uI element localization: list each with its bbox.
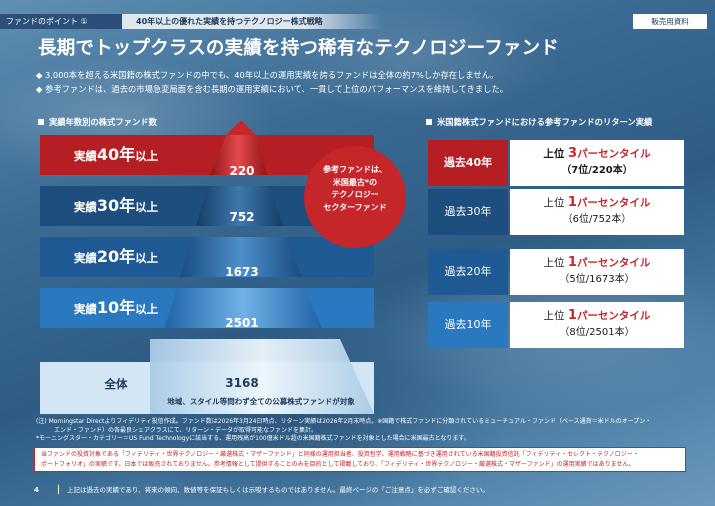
pyramid-tier-40y [210,135,267,175]
page-footer: 4 上記は過去の実績であり、将来の傾向、数値等を保証もしくは示唆するものではありま… [34,484,684,494]
pyramid-tier-20y [180,237,302,277]
footer-note: 上記は過去の実績であり、将来の傾向、数値等を保証もしくは示唆するものではありませ… [67,486,489,494]
percentile-cell: 上位 1パーセンタイル （5位/1673本） [510,249,684,295]
count-30y: 752 [229,210,255,224]
total-subtext: 地域、スタイル等問わず全ての公募株式ファンドが対象 [167,397,355,406]
footer-divider [58,485,59,494]
period-label: 過去10年 [428,302,508,348]
percentile-cell: 上位 1パーセンタイル （8位/2501本） [510,302,684,348]
bullet-item: ◆ 3,000本を超える米国籍の株式ファンドの中でも、40年以上の運用実績を誇る… [36,70,499,80]
return-row-20y: 過去20年 上位 1パーセンタイル （5位/1673本） [428,249,684,295]
return-heading: 米国籍株式ファンドにおける参考ファンドのリターン実績 [426,116,652,128]
return-row-10y: 過去10年 上位 1パーセンタイル （8位/2501本） [428,302,684,348]
count-20y: 1673 [225,265,259,279]
pyramid-tier-total [150,339,374,414]
period-label: 過去40年 [428,140,508,186]
square-bullet-icon [426,119,432,125]
pyramid-label: 実績20年以上 [73,247,159,266]
count-10y: 2501 [225,316,259,330]
page-title: 長期でトップクラスの実績を持つ稀有なテクノロジーファンド [38,38,560,59]
pyramid-label: 実績30年以上 [73,196,159,215]
page-number: 4 [34,486,39,494]
pyramid-tier-30y [196,186,283,226]
fund-count-pyramid [150,120,374,414]
fund-count-heading: 実績年数別の株式ファンド数 [38,116,157,128]
bullet-list: ◆ 3,000本を超える米国籍の株式ファンドの中でも、40年以上の運用実績を誇る… [36,68,686,96]
count-total: 3168 [225,376,259,390]
section-tag: ファンドのポイント ① [0,14,122,29]
pyramid-label: 実績40年以上 [73,145,159,164]
period-label: 過去20年 [428,249,508,295]
reference-fund-callout: 参考ファンドは、 米国最古*の テクノロジー セクターファンド [304,146,406,248]
percentile-cell: 上位 1パーセンタイル （6位/752本） [510,189,684,235]
return-row-40y: 過去40年 上位 3パーセンタイル （7位/220本） [428,140,684,186]
sales-material-badge: 販売用資料 [633,14,707,29]
percentile-cell: 上位 3パーセンタイル （7位/220本） [510,140,684,186]
square-bullet-icon [38,119,44,125]
pyramid-label: 実績10年以上 [73,298,159,317]
disclaimer-box: 当ファンドの投資対象である「フィデリティ・世界テクノロジー・厳選株式・マザーファ… [34,447,686,472]
period-label: 過去30年 [428,189,508,235]
pyramid-label: 全体 [104,377,128,391]
return-row-30y: 過去30年 上位 1パーセンタイル （6位/752本） [428,189,684,235]
bullet-item: ◆ 参考ファンドは、過去の市場急変局面を含む長期の運用実績において、一貫して上位… [36,84,509,94]
pyramid-tier-40y [226,120,256,135]
footnotes: (注) Morningstar Directよりフィデリティ投信作成。ファンド数… [36,418,652,442]
header-bar: ファンドのポイント ① 40年以上の優れた実績を持つテクノロジー株式戦略 販売用… [0,0,715,30]
pyramid-tier-10y [164,288,322,328]
strategy-subtitle: 40年以上の優れた実績を持つテクノロジー株式戦略 [122,14,382,29]
count-40y: 220 [229,164,255,178]
